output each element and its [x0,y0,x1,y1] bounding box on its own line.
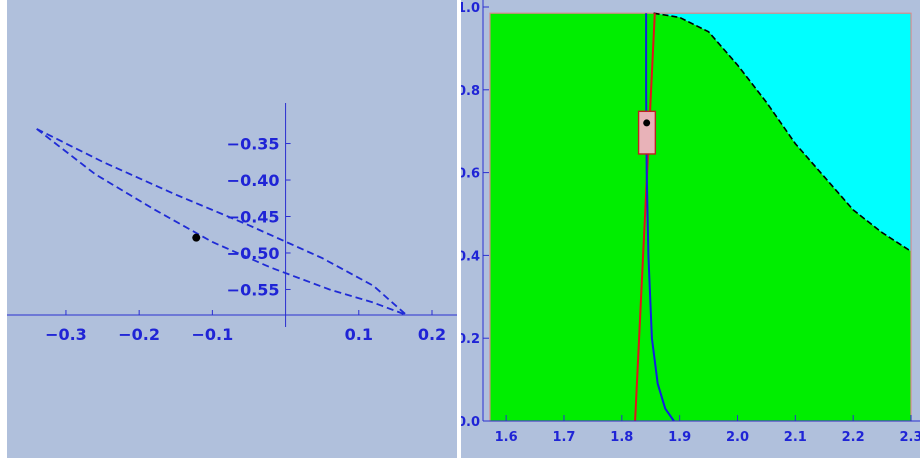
data-point-marker [192,233,201,242]
x-tick-label: 1.7 [552,430,575,445]
y-tick-label: 0.8 [461,84,480,99]
chart-right-panel: 1.6 1.7 1.8 1.9 2.0 2.1 2.2 2.3 0.0 0.2 0.4 0.6 0.8 1… [461,0,920,458]
x-tick-label: 1.9 [668,430,691,445]
y-tick-label: −0.45 [227,208,280,227]
data-point-marker [643,119,651,127]
cyan-region [653,13,911,252]
x-tick-label: 0.1 [345,325,373,344]
dashed-curve-1 [36,128,407,316]
x-tick-label: 2.0 [726,430,749,445]
chart-left-panel: −0.3 −0.2 −0.1 0.1 0.2 −0.35 −0.40 −0.45 −0.50 −0… [7,0,457,458]
plot-background [7,0,457,458]
x-tick-label: 1.8 [610,430,633,445]
y-tick-label: −0.40 [227,171,280,190]
y-tick-label: −0.50 [227,244,280,263]
y-tick-label: 0.4 [461,249,480,264]
x-tick-label: 0.2 [418,325,446,344]
x-tick-label: 2.2 [842,430,865,445]
y-tick-label: 0.2 [461,332,480,347]
x-tick-label: −0.1 [191,325,233,344]
x-tick-label: 1.6 [495,430,518,445]
y-tick-label: −0.55 [227,280,280,299]
uncertainty-box [637,110,657,155]
y-tick-label: −0.35 [227,135,280,154]
x-tick-label: −0.3 [45,325,87,344]
x-tick-label: −0.2 [118,325,160,344]
x-tick-label: 2.3 [899,430,920,445]
y-tick-label: 1.0 [461,1,480,16]
y-tick-label: 0.6 [461,167,480,182]
boundary-curve [653,12,912,252]
red-line [634,13,656,422]
blue-curve [645,13,675,422]
y-tick-label: 0.0 [461,415,480,430]
x-tick-label: 2.1 [784,430,807,445]
